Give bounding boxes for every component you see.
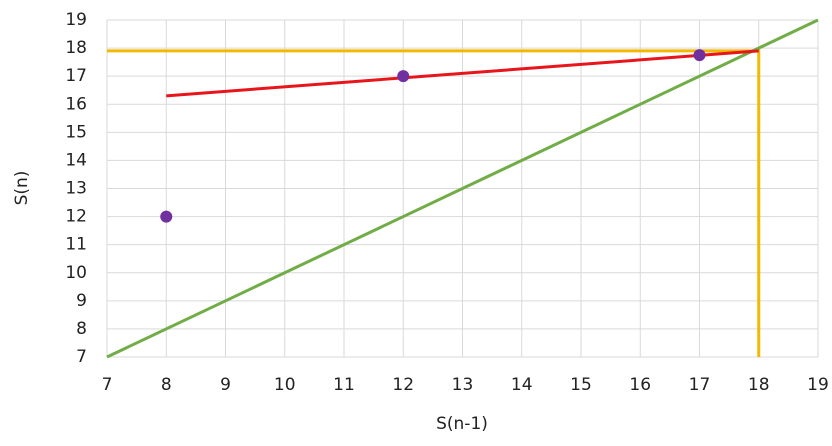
- y-axis-title: S(n): [12, 171, 32, 206]
- x-tick-label: 10: [274, 375, 296, 395]
- point: [160, 211, 172, 223]
- x-tick-label: 7: [102, 375, 113, 395]
- x-tick-label: 16: [629, 375, 651, 395]
- x-tick-label: 9: [220, 375, 231, 395]
- x-tick-label: 8: [161, 375, 172, 395]
- y-tick-label: 15: [65, 122, 87, 142]
- chart: S(n-1) S(n) 7 8 9 10 11 12 13 14 15 16 17 18 19 7 8 9 10…: [0, 0, 832, 446]
- y-tick-label: 18: [65, 38, 87, 58]
- y-tick-label: 10: [65, 263, 87, 283]
- y-tick-label: 9: [76, 291, 87, 311]
- x-tick-label: 13: [452, 375, 474, 395]
- point: [694, 49, 706, 61]
- y-tick-label: 11: [65, 235, 87, 255]
- y-tick-label: 8: [76, 319, 87, 339]
- y-tick-label: 7: [76, 347, 87, 367]
- y-tick-label: 17: [65, 66, 87, 86]
- x-tick-label: 19: [807, 375, 829, 395]
- y-tick-label: 19: [65, 10, 87, 30]
- x-tick-label: 14: [511, 375, 533, 395]
- y-tick-label: 13: [65, 179, 87, 199]
- point: [397, 70, 409, 82]
- x-tick-label: 15: [570, 375, 592, 395]
- x-axis-title: S(n-1): [436, 414, 488, 434]
- y-tick-label: 14: [65, 150, 87, 170]
- x-tick-label: 11: [333, 375, 355, 395]
- y-tick-label: 16: [65, 94, 87, 114]
- x-tick-label: 17: [689, 375, 711, 395]
- x-tick-label: 18: [748, 375, 770, 395]
- x-tick-label: 12: [392, 375, 414, 395]
- y-tick-label: 12: [65, 207, 87, 227]
